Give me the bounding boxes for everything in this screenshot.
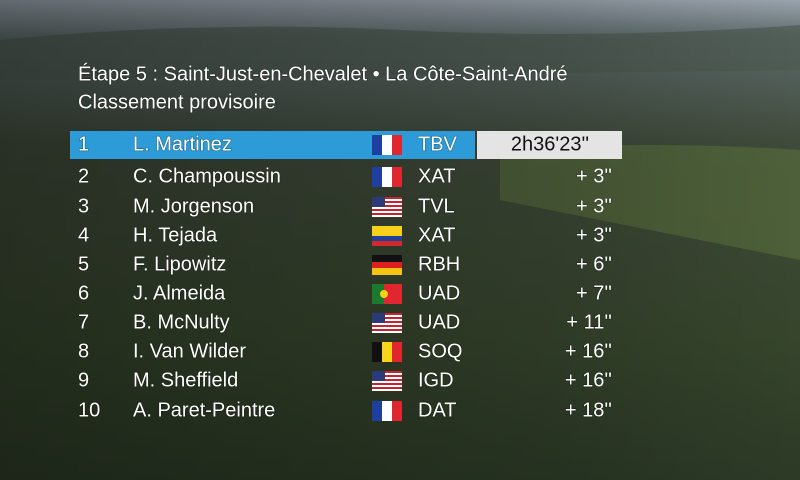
rank: 3: [78, 195, 89, 217]
flag: [372, 401, 402, 421]
rank: 2: [78, 165, 89, 187]
subtitle: Classement provisoire: [78, 91, 276, 113]
flag: [372, 284, 402, 304]
flag: [372, 226, 402, 246]
flag: [372, 313, 402, 333]
time: + 3'': [576, 224, 612, 246]
team-code: RBH: [418, 253, 460, 275]
flag: [372, 342, 402, 362]
team-code: XAT: [418, 224, 455, 246]
flag: [372, 135, 402, 155]
team-code: TVL: [418, 195, 455, 217]
flag: [372, 255, 402, 275]
time: + 3'': [576, 195, 612, 217]
rank: 9: [78, 369, 89, 391]
rank: 7: [78, 311, 89, 333]
standings: 1 L. Martinez TBV 2h36'23'' 2 C. Champoussin X…: [77, 133, 612, 422]
rank: 1: [78, 133, 89, 155]
rider-name: B. McNulty: [133, 311, 230, 333]
flag: [372, 371, 402, 391]
team-code: TBV: [418, 133, 458, 155]
team-code: SOQ: [418, 340, 462, 362]
time: + 7'': [576, 282, 612, 304]
team-code: XAT: [418, 165, 455, 187]
rank: 4: [78, 224, 89, 246]
rider-name: M. Jorgenson: [133, 195, 254, 217]
time: + 18'': [565, 399, 612, 421]
rider-name: M. Sheffield: [133, 369, 238, 391]
rider-name: C. Champoussin: [133, 165, 281, 187]
rider-name: A. Paret-Peintre: [133, 399, 275, 421]
time: + 16'': [565, 340, 612, 362]
time: 2h36'23'': [511, 133, 589, 155]
leader-highlight: [70, 131, 475, 159]
team-code: UAD: [418, 311, 460, 333]
time: + 16'': [565, 369, 612, 391]
rider-name: F. Lipowitz: [133, 253, 226, 275]
rider-name: H. Tejada: [133, 224, 218, 246]
rider-name: J. Almeida: [133, 282, 226, 304]
team-code: IGD: [418, 369, 454, 391]
flag: [372, 197, 402, 217]
title: Étape 5 : Saint-Just-en-Chevalet • La Cô…: [78, 62, 567, 85]
time: + 11'': [566, 311, 612, 333]
rank: 8: [78, 340, 89, 362]
flag: [372, 167, 402, 187]
rider-name: I. Van Wilder: [133, 340, 246, 362]
time: + 6'': [576, 253, 612, 275]
leader-time-box: [477, 131, 622, 159]
rank: 6: [78, 282, 89, 304]
team-code: UAD: [418, 282, 460, 304]
time: + 3'': [576, 165, 612, 187]
rank: 10: [78, 399, 100, 421]
rider-name: L. Martinez: [133, 133, 232, 155]
rank: 5: [78, 253, 89, 275]
team-code: DAT: [418, 399, 457, 421]
